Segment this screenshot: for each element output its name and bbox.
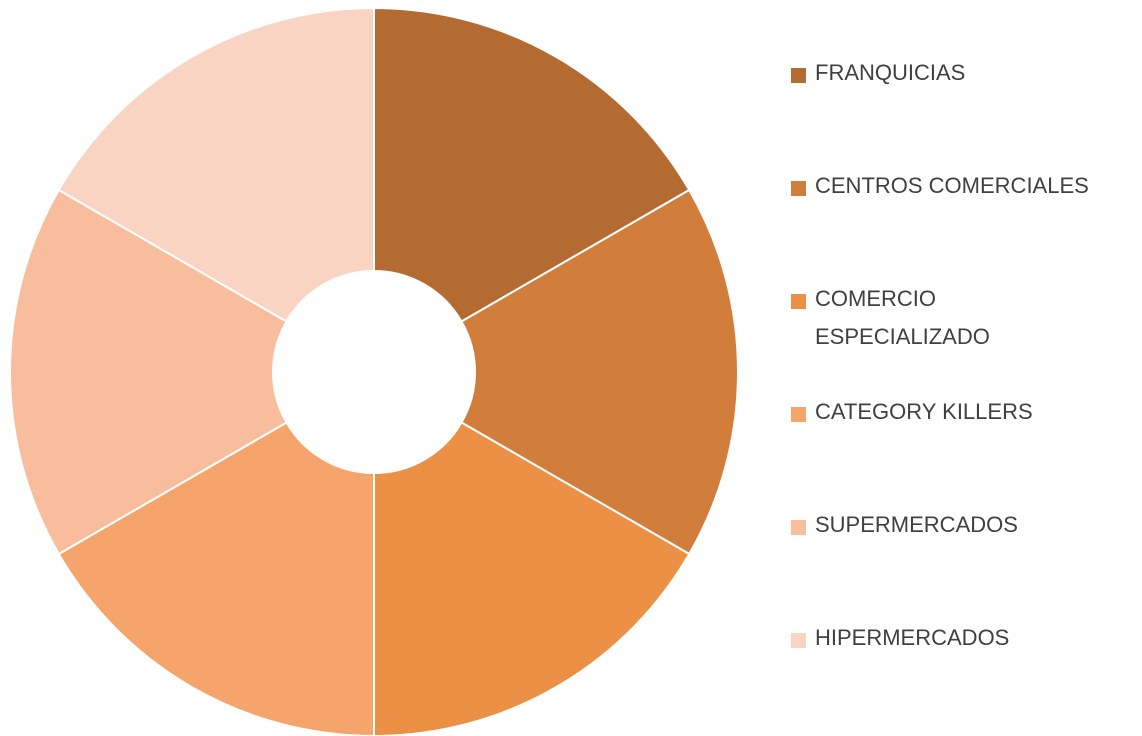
legend-label: COMERCIO ESPECIALIZADO xyxy=(815,286,990,349)
legend-label: FRANQUICIAS xyxy=(815,60,966,85)
legend-swatch xyxy=(791,633,806,648)
donut-segment xyxy=(57,6,375,323)
legend-label: CATEGORY KILLERS xyxy=(815,399,1033,424)
legend-swatch xyxy=(791,294,806,309)
legend-item: HIPERMERCADOS xyxy=(791,625,1115,657)
donut-segment xyxy=(57,421,375,736)
donut-segment xyxy=(9,188,288,556)
legend-item: FRANQUICIAS xyxy=(791,60,1115,92)
donut-plot xyxy=(9,6,739,736)
legend-item: CATEGORY KILLERS xyxy=(791,399,1115,431)
legend-swatch xyxy=(791,68,806,83)
legend-swatch xyxy=(791,520,806,535)
donut-segment xyxy=(373,421,691,736)
legend-item: SUPERMERCADOS xyxy=(791,512,1115,544)
legend-item: CENTROS COMERCIALES xyxy=(791,173,1115,205)
legend-label: SUPERMERCADOS xyxy=(815,512,1018,537)
donut-segment xyxy=(460,188,739,556)
donut-segment xyxy=(373,6,691,323)
legend-label: HIPERMERCADOS xyxy=(815,625,1010,650)
legend-swatch xyxy=(791,181,806,196)
legend-swatch xyxy=(791,407,806,422)
legend-label: CENTROS COMERCIALES xyxy=(815,173,1089,198)
legend-item: COMERCIO ESPECIALIZADO xyxy=(791,286,1115,356)
